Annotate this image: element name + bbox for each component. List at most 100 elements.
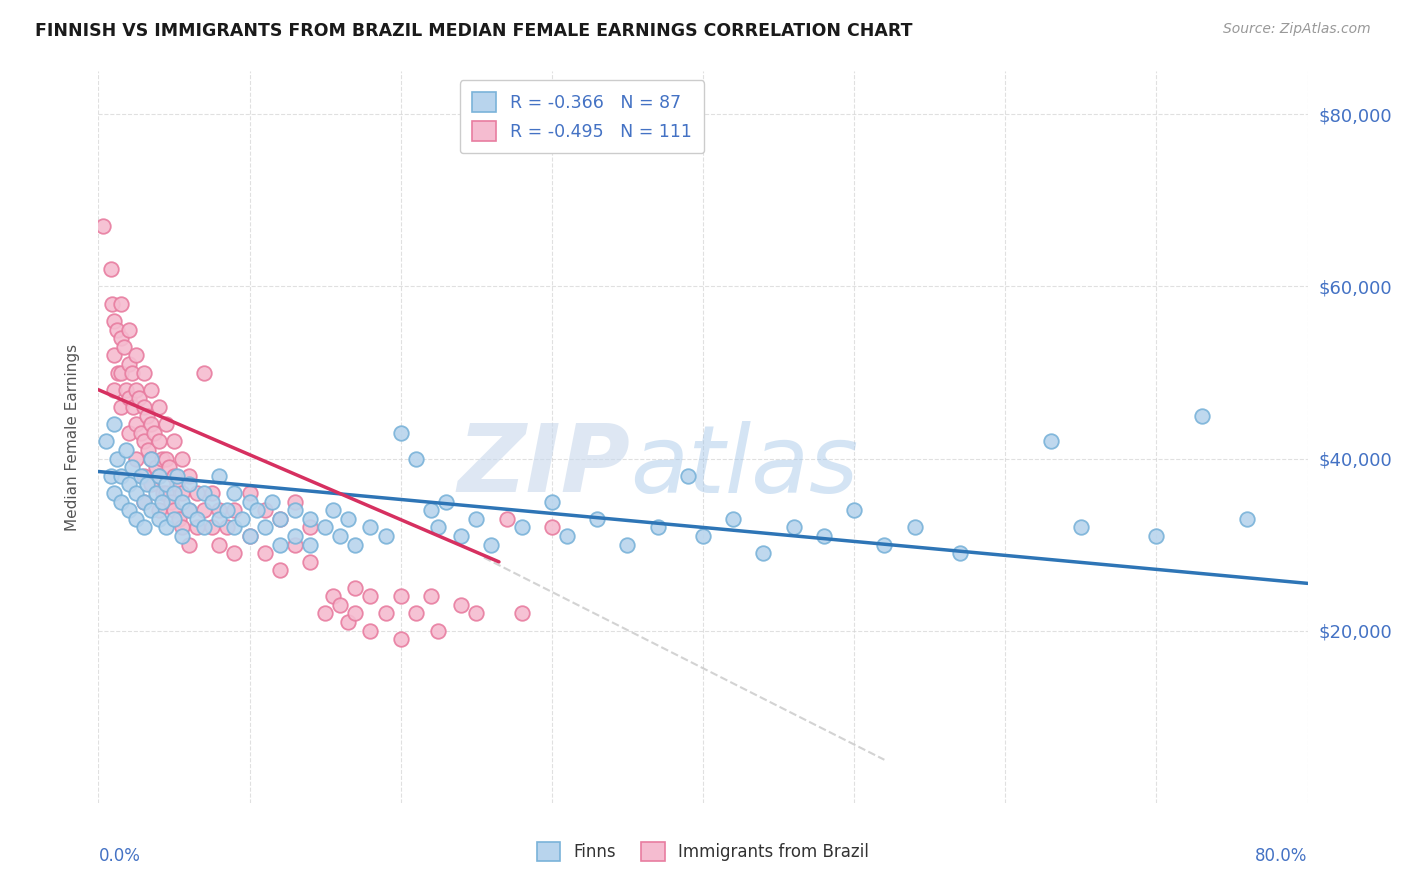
Point xyxy=(110,366,132,380)
Point xyxy=(132,494,155,508)
Point xyxy=(299,538,322,552)
Point xyxy=(132,494,155,508)
Point xyxy=(262,494,284,508)
Point xyxy=(360,624,382,638)
Point xyxy=(136,442,159,457)
Point xyxy=(420,503,443,517)
Point xyxy=(193,366,215,380)
Point xyxy=(163,468,186,483)
Point xyxy=(103,383,125,397)
Point xyxy=(179,503,201,517)
Point xyxy=(813,529,835,543)
Point xyxy=(107,366,129,380)
Text: 80.0%: 80.0% xyxy=(1256,847,1308,864)
Point xyxy=(141,451,163,466)
Point xyxy=(141,417,163,432)
Point xyxy=(427,520,450,534)
Point xyxy=(166,468,188,483)
Point xyxy=(949,546,972,560)
Point xyxy=(465,512,488,526)
Point xyxy=(179,468,201,483)
Point xyxy=(269,538,291,552)
Point xyxy=(1070,520,1092,534)
Point xyxy=(103,348,125,362)
Point xyxy=(145,460,167,475)
Point xyxy=(100,262,122,277)
Point xyxy=(420,589,443,603)
Point xyxy=(186,520,208,534)
Point xyxy=(481,538,503,552)
Point xyxy=(723,512,745,526)
Point xyxy=(105,322,128,336)
Point xyxy=(873,538,896,552)
Text: atlas: atlas xyxy=(630,421,859,512)
Point xyxy=(114,383,136,397)
Point xyxy=(215,503,238,517)
Point xyxy=(143,425,166,440)
Point xyxy=(540,494,562,508)
Point xyxy=(179,503,201,517)
Point xyxy=(299,512,322,526)
Point xyxy=(1236,512,1258,526)
Point xyxy=(253,503,276,517)
Point xyxy=(1144,529,1167,543)
Point xyxy=(336,512,359,526)
Point xyxy=(344,581,367,595)
Point xyxy=(239,494,262,508)
Point xyxy=(586,512,609,526)
Point xyxy=(118,322,141,336)
Point xyxy=(193,503,215,517)
Point xyxy=(224,546,246,560)
Point xyxy=(1191,409,1213,423)
Point xyxy=(215,520,238,534)
Y-axis label: Median Female Earnings: Median Female Earnings xyxy=(65,343,80,531)
Point xyxy=(540,520,562,534)
Point xyxy=(269,512,291,526)
Point xyxy=(125,383,148,397)
Point xyxy=(163,512,186,526)
Point xyxy=(269,564,291,578)
Point xyxy=(125,486,148,500)
Point xyxy=(322,589,344,603)
Point xyxy=(389,425,412,440)
Point xyxy=(179,538,201,552)
Point xyxy=(150,494,173,508)
Point xyxy=(510,607,533,621)
Point xyxy=(170,486,193,500)
Point xyxy=(91,219,114,234)
Point xyxy=(170,529,193,543)
Point xyxy=(145,486,167,500)
Point xyxy=(224,503,246,517)
Point xyxy=(129,425,152,440)
Point xyxy=(336,615,359,629)
Point xyxy=(201,520,224,534)
Point xyxy=(121,460,143,475)
Point xyxy=(450,598,472,612)
Point xyxy=(128,392,150,406)
Point xyxy=(159,460,181,475)
Point xyxy=(148,434,170,449)
Point xyxy=(299,555,322,569)
Point xyxy=(389,632,412,647)
Point xyxy=(110,296,132,310)
Point xyxy=(101,296,124,310)
Point xyxy=(94,434,117,449)
Point xyxy=(314,607,336,621)
Point xyxy=(155,417,177,432)
Point xyxy=(141,503,163,517)
Point xyxy=(122,400,145,414)
Point xyxy=(246,503,269,517)
Point xyxy=(125,348,148,362)
Point xyxy=(405,451,427,466)
Point xyxy=(125,417,148,432)
Point xyxy=(201,494,224,508)
Point xyxy=(253,520,276,534)
Point xyxy=(170,494,193,508)
Point xyxy=(105,451,128,466)
Point xyxy=(135,477,157,491)
Point xyxy=(103,417,125,432)
Point xyxy=(208,512,231,526)
Point xyxy=(284,494,307,508)
Point xyxy=(322,503,344,517)
Point xyxy=(179,477,201,491)
